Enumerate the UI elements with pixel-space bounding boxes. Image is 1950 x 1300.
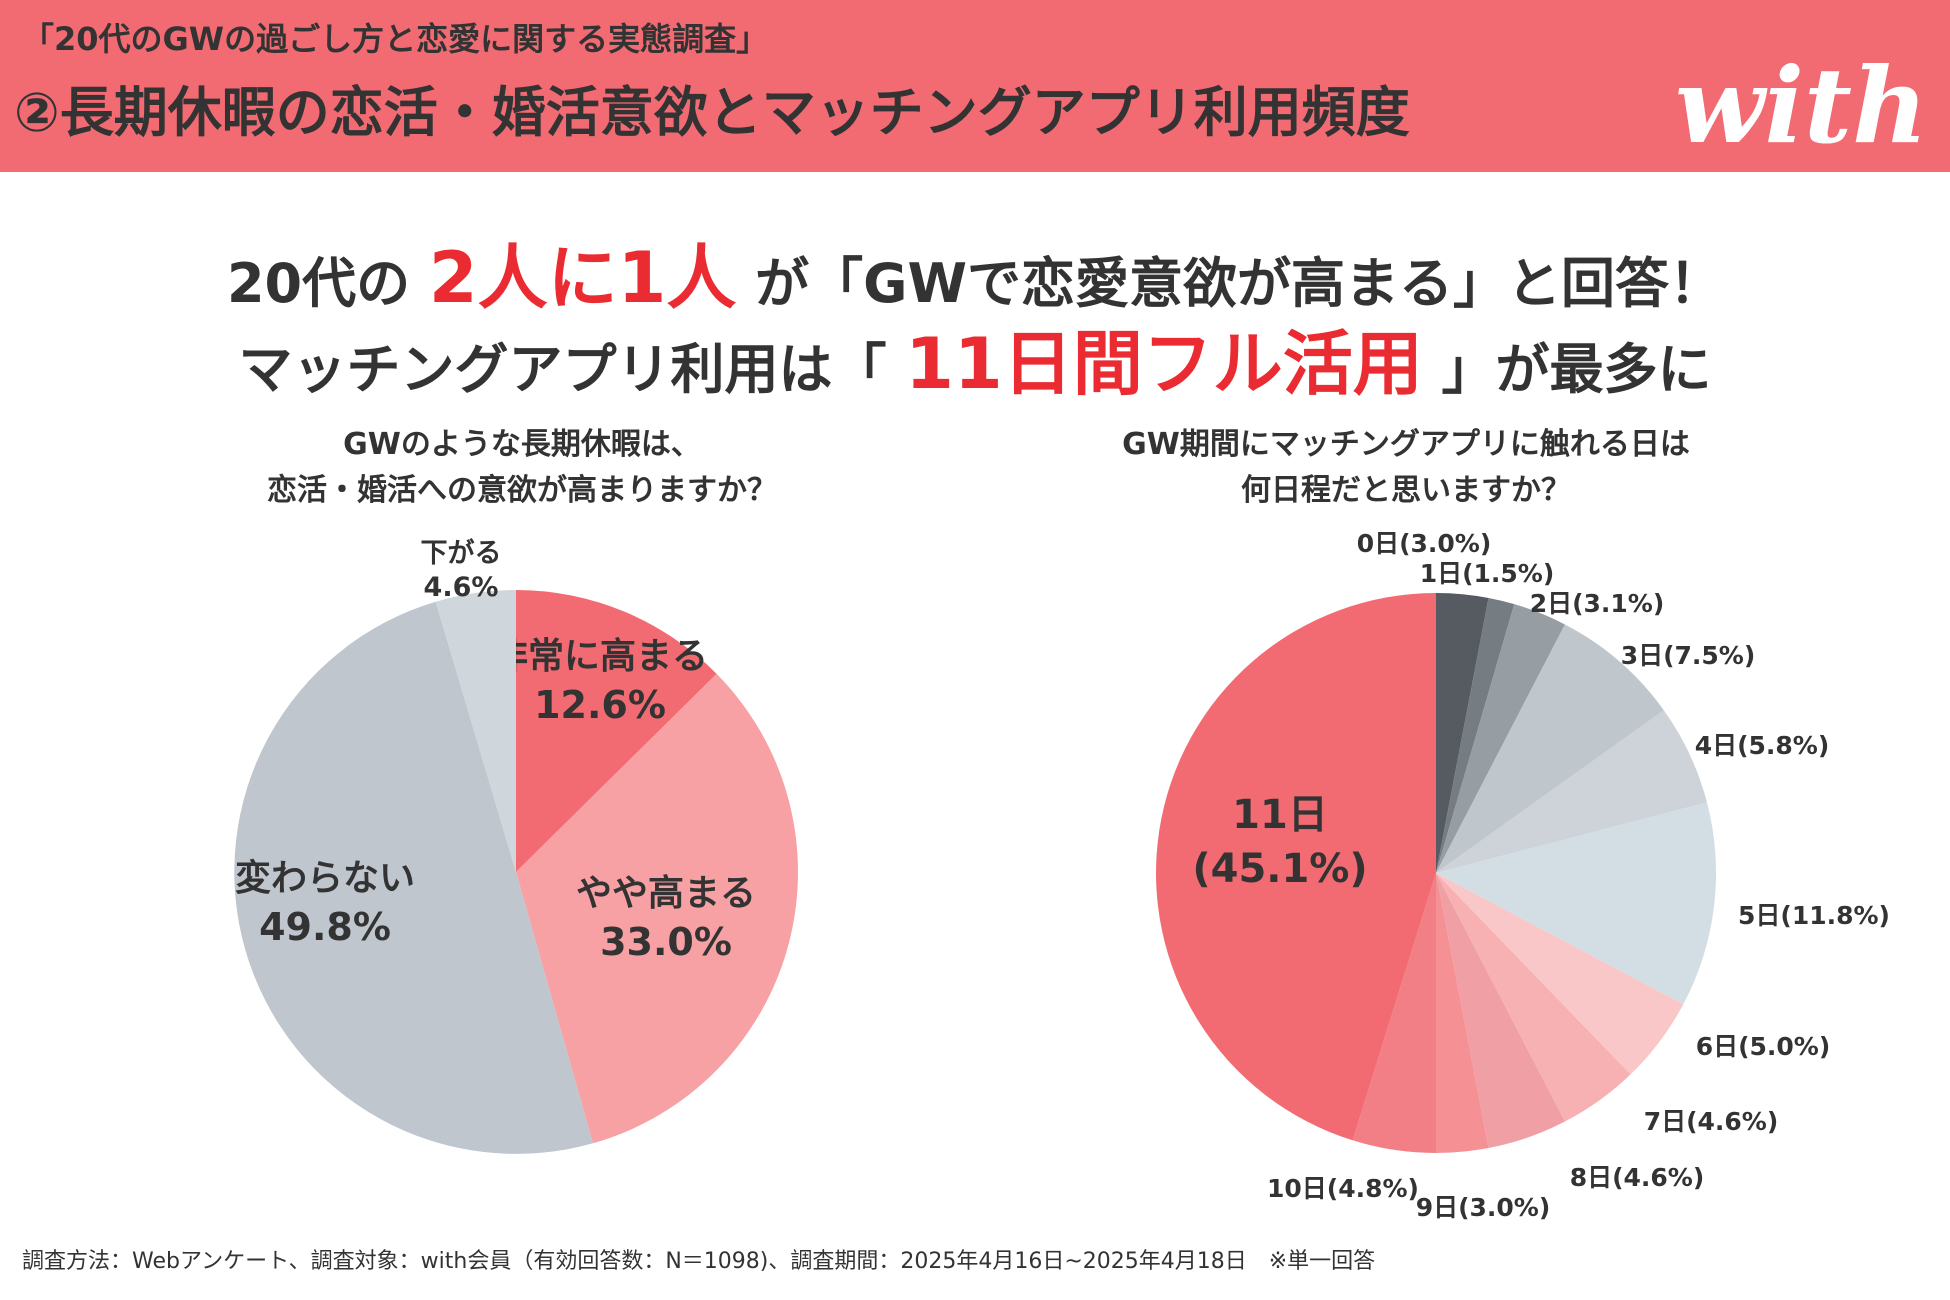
pie-label-name-11: 11日	[1232, 792, 1328, 838]
headline-line-1: 20代の 2人に1人 が「GWで恋愛意欲が高まる」と回答！	[0, 222, 1950, 323]
pie-slice-6	[1436, 873, 1684, 1075]
pie-label-value-1: 33.0%	[600, 920, 732, 964]
pie-slice-0	[516, 590, 717, 872]
right-chart-question: GW期間にマッチングアプリに触れる日は 何日程だと思いますか？	[1006, 422, 1806, 514]
pie-label-9: 9日(3.0%)	[1416, 1193, 1551, 1222]
headline-1-prefix: 20代の	[226, 252, 411, 315]
pie-label-value-3: 4.6%	[424, 572, 499, 603]
pie-slice-3	[1436, 624, 1664, 873]
pie-slice-7	[1436, 873, 1631, 1122]
pie-slice-4	[1436, 710, 1707, 873]
right-question-line-2: 何日程だと思いますか？	[1241, 473, 1571, 508]
pie-slice-5	[1436, 802, 1717, 1005]
pie-label-4: 4日(5.8%)	[1695, 731, 1830, 760]
left-question-line-2: 恋活・婚活への意欲が高まりますか？	[267, 473, 777, 508]
pie-label-10: 10日(4.8%)	[1267, 1174, 1419, 1203]
pie-label-name-3: 下がる	[421, 537, 502, 569]
pie-label-6: 6日(5.0%)	[1696, 1032, 1831, 1061]
pie-slice-8	[1436, 873, 1565, 1149]
pie-label-7: 7日(4.6%)	[1644, 1107, 1779, 1136]
pie-label-name-2: 変わらない	[235, 857, 415, 899]
pie-label-name-0: 非常に高まる	[492, 636, 708, 677]
pie-slice-0	[1436, 593, 1489, 873]
left-question-line-1: GWのような長期休暇は、	[343, 427, 701, 462]
pie-slice-1	[1436, 597, 1515, 873]
headline-1-suffix: が「GWで恋愛意欲が高まる」と回答！	[755, 252, 1724, 315]
pie-label-8: 8日(4.6%)	[1570, 1163, 1705, 1192]
survey-footnote: 調査方法：Webアンケート、調査対象：with会員（有効回答数：N＝1098)、…	[22, 1249, 1376, 1274]
pie-label-value-11: (45.1%)	[1192, 846, 1367, 892]
headline-2-suffix: 」が最多に	[1441, 338, 1712, 401]
pie-slice-1	[516, 673, 798, 1144]
survey-subtitle: 「20代のGWの過ごし方と恋愛に関する実態調査」	[22, 20, 769, 58]
page-title: ②長期休暇の恋活・婚活意欲とマッチングアプリ利用頻度	[14, 81, 1410, 144]
right-pie-chart: 0日(3.0%)1日(1.5%)2日(3.1%) 3日(7.5%) 4日(5.8%)…	[1156, 529, 1890, 1222]
pie-label-name-1: やや高まる	[576, 873, 756, 914]
pie-label-0: 0日(3.0%)	[1357, 529, 1492, 558]
pie-slice-2	[234, 601, 593, 1154]
headline-1-highlight: 2人に1人	[428, 237, 737, 319]
headline-2-prefix: マッチングアプリ利用は「	[238, 338, 887, 401]
pie-label-1: 1日(1.5%)	[1420, 559, 1555, 588]
pie-label-2: 2日(3.1%)	[1530, 589, 1665, 618]
pie-label-3: 3日(7.5%)	[1621, 641, 1756, 670]
pie-label-value-0: 12.6%	[534, 683, 666, 727]
pie-label-5: 5日(11.8%)	[1738, 901, 1890, 930]
pie-slice-10	[1352, 873, 1436, 1153]
with-logo: with	[1675, 44, 1928, 167]
headline-2-highlight: 11日間フル活用	[905, 323, 1423, 405]
left-chart-question: GWのような長期休暇は、 恋活・婚活への意欲が高まりますか？	[122, 422, 922, 514]
pie-label-value-2: 49.8%	[259, 905, 391, 949]
header-banner: 「20代のGWの過ごし方と恋愛に関する実態調査」 ②長期休暇の恋活・婚活意欲とマ…	[0, 0, 1950, 172]
right-question-line-1: GW期間にマッチングアプリに触れる日は	[1122, 427, 1690, 462]
pie-slice-2	[1436, 604, 1565, 873]
pie-slice-9	[1436, 873, 1489, 1153]
pie-slice-3	[435, 590, 516, 872]
headline-line-2: マッチングアプリ利用は「 11日間フル活用 」が最多に	[0, 308, 1950, 409]
pie-slice-11	[1156, 593, 1436, 1141]
